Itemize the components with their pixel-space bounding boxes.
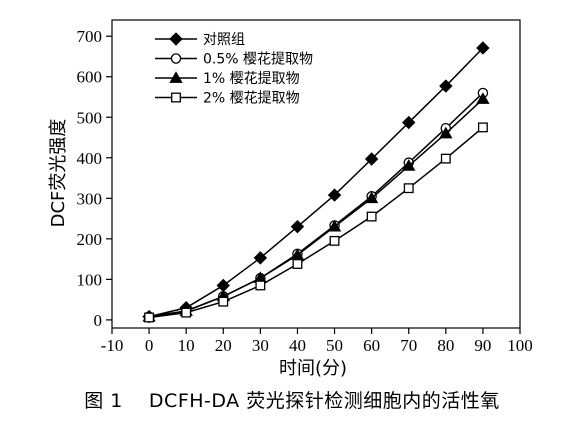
y-tick-label: 300 <box>77 189 103 208</box>
x-tick-label: 30 <box>252 336 269 355</box>
y-tick-label: 100 <box>77 270 103 289</box>
data-point-triangle <box>402 159 416 171</box>
data-point-square <box>329 235 340 246</box>
data-point-diamond <box>169 32 183 46</box>
y-tick-label: 200 <box>77 230 103 249</box>
x-tick-label: 90 <box>474 336 491 355</box>
data-point-square <box>144 312 155 323</box>
y-axis-title: DCF荧光强度 <box>48 119 69 228</box>
data-point-square <box>403 183 414 194</box>
y-tick-label: 500 <box>77 108 103 127</box>
series-3 <box>142 92 490 322</box>
figure-caption: 图 1 DCFH-DA 荧光探针检测细胞内的活性氧 <box>84 390 500 412</box>
data-point-square <box>292 259 303 269</box>
x-axis: -10 0 10 20 30 40 50 60 70 80 90 100 <box>101 328 533 355</box>
y-axis: 0 100 200 300 400 500 600 700 <box>77 27 112 330</box>
x-tick-label: 70 <box>400 336 417 355</box>
x-tick-label: 0 <box>145 336 154 355</box>
series-line <box>148 92 484 318</box>
data-point-triangle <box>476 92 490 104</box>
series-line <box>148 98 484 318</box>
data-point-triangle <box>439 126 453 139</box>
data-point-diamond <box>402 115 416 130</box>
data-point-square <box>181 307 192 318</box>
y-tick-label: 400 <box>77 149 103 168</box>
x-tick-label: 80 <box>437 336 454 355</box>
x-tick-label: 50 <box>326 336 343 355</box>
x-tick-label: 10 <box>178 336 195 355</box>
plot-border <box>111 19 521 329</box>
x-tick-label: 100 <box>507 336 533 355</box>
x-axis-title: 时间(分) <box>279 358 347 379</box>
y-tick-label: 0 <box>94 311 103 330</box>
data-point-square <box>440 153 451 164</box>
legend-label: 1% 樱花提取物 <box>203 70 300 87</box>
data-point-diamond <box>364 152 379 166</box>
series-line <box>148 126 484 319</box>
series-4 <box>144 122 488 323</box>
x-tick-label: -10 <box>101 336 124 355</box>
data-point-square <box>366 211 377 222</box>
data-point-diamond <box>253 251 268 265</box>
series-line <box>148 47 484 318</box>
data-point-square <box>218 296 229 307</box>
legend-item: 2% 樱花提取物 <box>155 90 300 107</box>
data-point-triangle <box>327 219 342 232</box>
data-point-square <box>477 122 488 133</box>
series-2 <box>143 87 489 322</box>
series-1 <box>142 41 490 324</box>
data-point-triangle <box>169 71 183 83</box>
series-layer <box>142 41 490 324</box>
data-point-diamond <box>327 188 342 202</box>
x-tick-label: 40 <box>289 336 306 355</box>
x-tick-label: 60 <box>363 336 380 355</box>
data-point-diamond <box>476 41 490 55</box>
legend-label: 0.5% 樱花提取物 <box>203 51 313 68</box>
data-point-square <box>255 280 266 291</box>
data-point-diamond <box>290 219 305 234</box>
data-point-circle <box>170 53 182 64</box>
legend-label: 2% 樱花提取物 <box>203 90 300 107</box>
plot-frame <box>111 19 521 329</box>
legend: 对照组 0.5% 樱花提取物 1% 樱花提取物 2% 樱花提取物 <box>155 32 313 107</box>
data-point-square <box>171 92 181 103</box>
y-tick-label: 600 <box>77 68 103 87</box>
legend-item: 1% 樱花提取物 <box>155 70 300 87</box>
y-tick-label: 700 <box>77 27 103 46</box>
data-point-diamond <box>439 79 453 93</box>
x-tick-label: 20 <box>215 336 232 355</box>
legend-item: 对照组 <box>155 32 245 48</box>
legend-item: 0.5% 樱花提取物 <box>155 51 313 68</box>
data-point-triangle <box>364 191 379 204</box>
legend-label: 对照组 <box>203 32 245 48</box>
